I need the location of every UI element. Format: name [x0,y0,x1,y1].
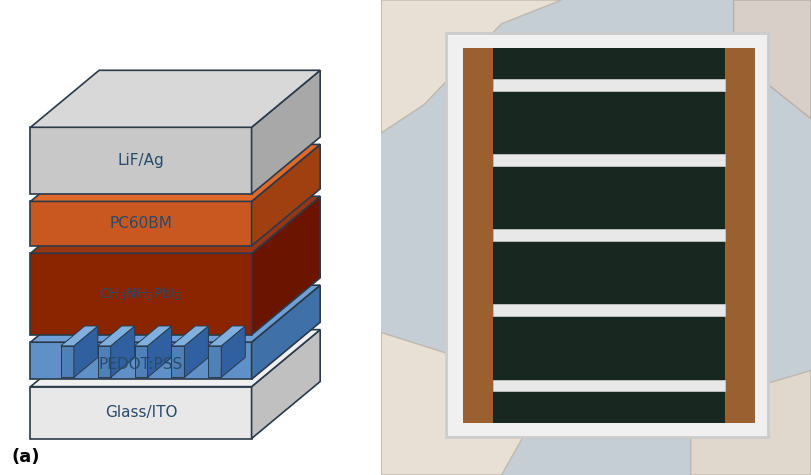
Polygon shape [31,285,320,342]
Polygon shape [31,387,251,438]
Polygon shape [148,326,172,377]
Polygon shape [31,253,251,335]
Polygon shape [734,0,811,119]
Polygon shape [31,70,320,127]
Polygon shape [31,342,251,379]
Polygon shape [97,326,135,346]
Text: $\mathrm{CH_3NH_3PbI_3}$: $\mathrm{CH_3NH_3PbI_3}$ [100,285,182,303]
Polygon shape [184,326,208,377]
Polygon shape [171,346,184,377]
Text: (b): (b) [407,443,436,461]
Polygon shape [61,346,74,377]
Polygon shape [61,326,98,346]
Polygon shape [251,144,320,246]
Polygon shape [493,380,725,391]
Polygon shape [221,326,245,377]
Polygon shape [208,346,221,377]
Polygon shape [135,346,148,377]
Polygon shape [251,330,320,438]
Polygon shape [208,326,245,346]
Polygon shape [493,229,725,241]
Polygon shape [493,79,725,91]
Polygon shape [493,304,725,316]
Polygon shape [31,127,251,194]
Polygon shape [381,0,562,133]
Polygon shape [381,332,523,475]
Polygon shape [493,154,725,166]
Polygon shape [97,346,111,377]
Polygon shape [111,326,135,377]
Polygon shape [31,196,320,253]
Polygon shape [31,144,320,201]
Polygon shape [31,201,251,246]
Text: Glass/ITO: Glass/ITO [105,405,178,420]
Text: LiF/Ag: LiF/Ag [118,153,165,168]
Polygon shape [725,48,755,423]
Polygon shape [31,330,320,387]
Polygon shape [74,326,98,377]
Polygon shape [463,48,493,423]
Polygon shape [446,33,768,437]
Polygon shape [691,370,811,475]
Polygon shape [251,285,320,379]
Polygon shape [493,48,725,423]
Text: PC60BM: PC60BM [109,216,173,231]
Text: (a): (a) [11,447,40,466]
Polygon shape [251,70,320,194]
Polygon shape [135,326,172,346]
Text: PEDOT:PSS: PEDOT:PSS [99,357,183,372]
Polygon shape [171,326,208,346]
Polygon shape [251,196,320,335]
